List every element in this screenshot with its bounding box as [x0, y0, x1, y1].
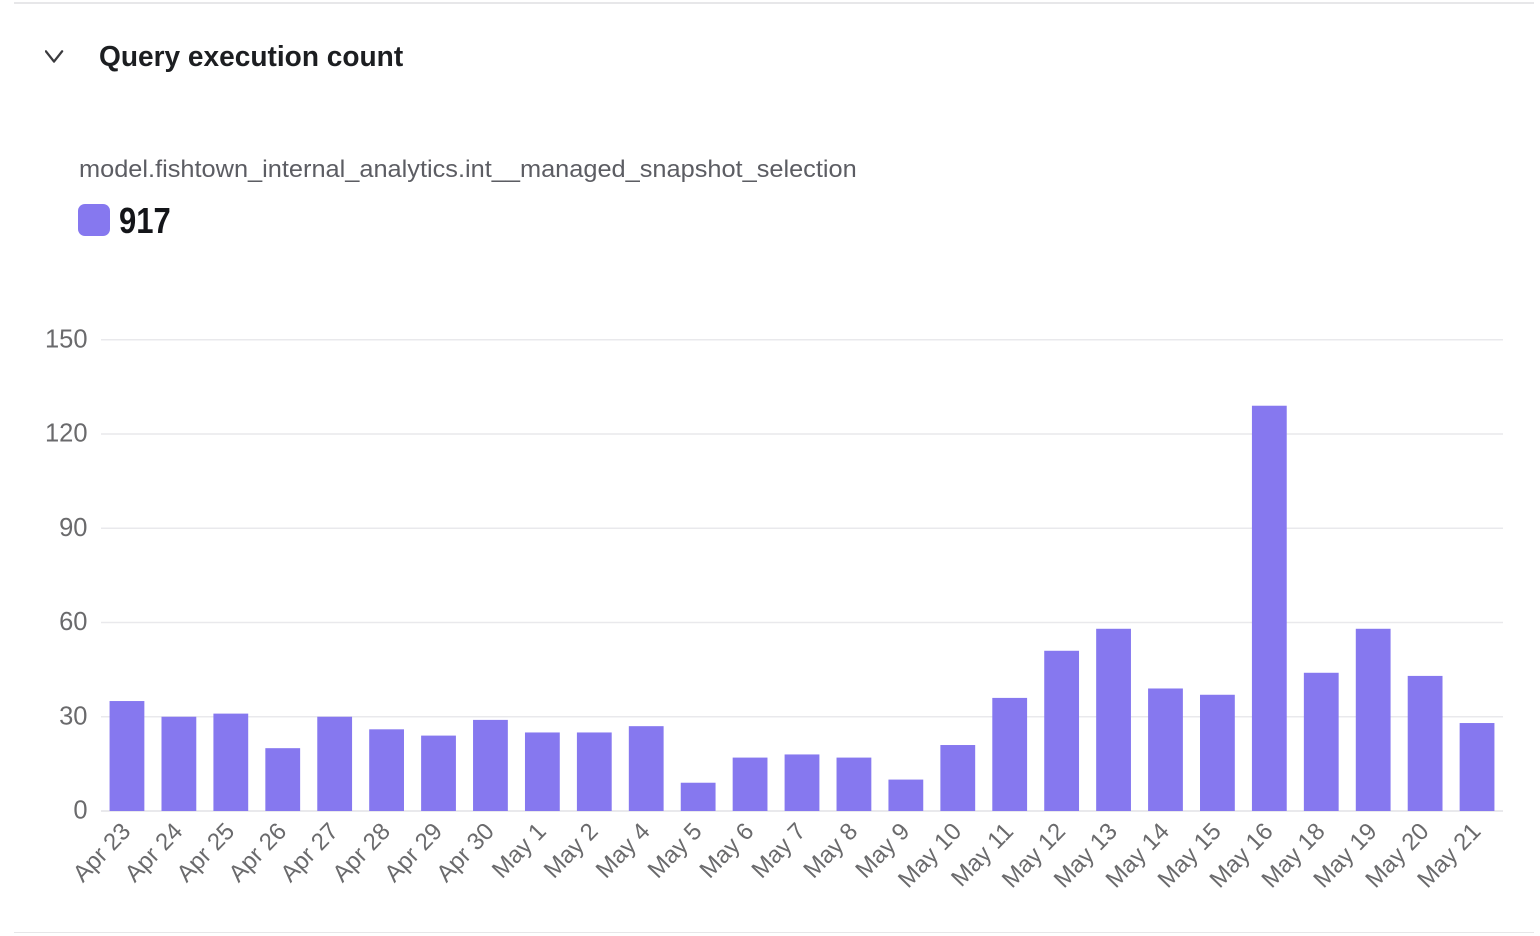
svg-text:May 5: May 5: [643, 818, 708, 884]
svg-text:Apr 27: Apr 27: [275, 818, 344, 888]
svg-text:Apr 28: Apr 28: [327, 818, 396, 888]
svg-text:Apr 26: Apr 26: [224, 818, 293, 888]
svg-text:May 7: May 7: [746, 818, 811, 884]
svg-text:120: 120: [45, 420, 88, 448]
svg-text:0: 0: [73, 797, 87, 825]
svg-text:90: 90: [59, 514, 87, 542]
svg-text:Apr 29: Apr 29: [379, 818, 448, 888]
svg-text:May 4: May 4: [591, 818, 656, 884]
svg-text:150: 150: [45, 325, 88, 353]
svg-text:May 6: May 6: [695, 818, 760, 884]
svg-text:May 2: May 2: [539, 818, 604, 884]
svg-text:Apr 25: Apr 25: [172, 818, 241, 888]
svg-text:May 8: May 8: [798, 818, 863, 884]
svg-text:60: 60: [59, 608, 87, 636]
svg-text:Apr 30: Apr 30: [431, 818, 500, 888]
svg-text:May 1: May 1: [487, 818, 552, 884]
svg-text:Apr 24: Apr 24: [120, 818, 189, 888]
svg-text:30: 30: [59, 702, 87, 730]
svg-text:Apr 23: Apr 23: [68, 818, 137, 888]
